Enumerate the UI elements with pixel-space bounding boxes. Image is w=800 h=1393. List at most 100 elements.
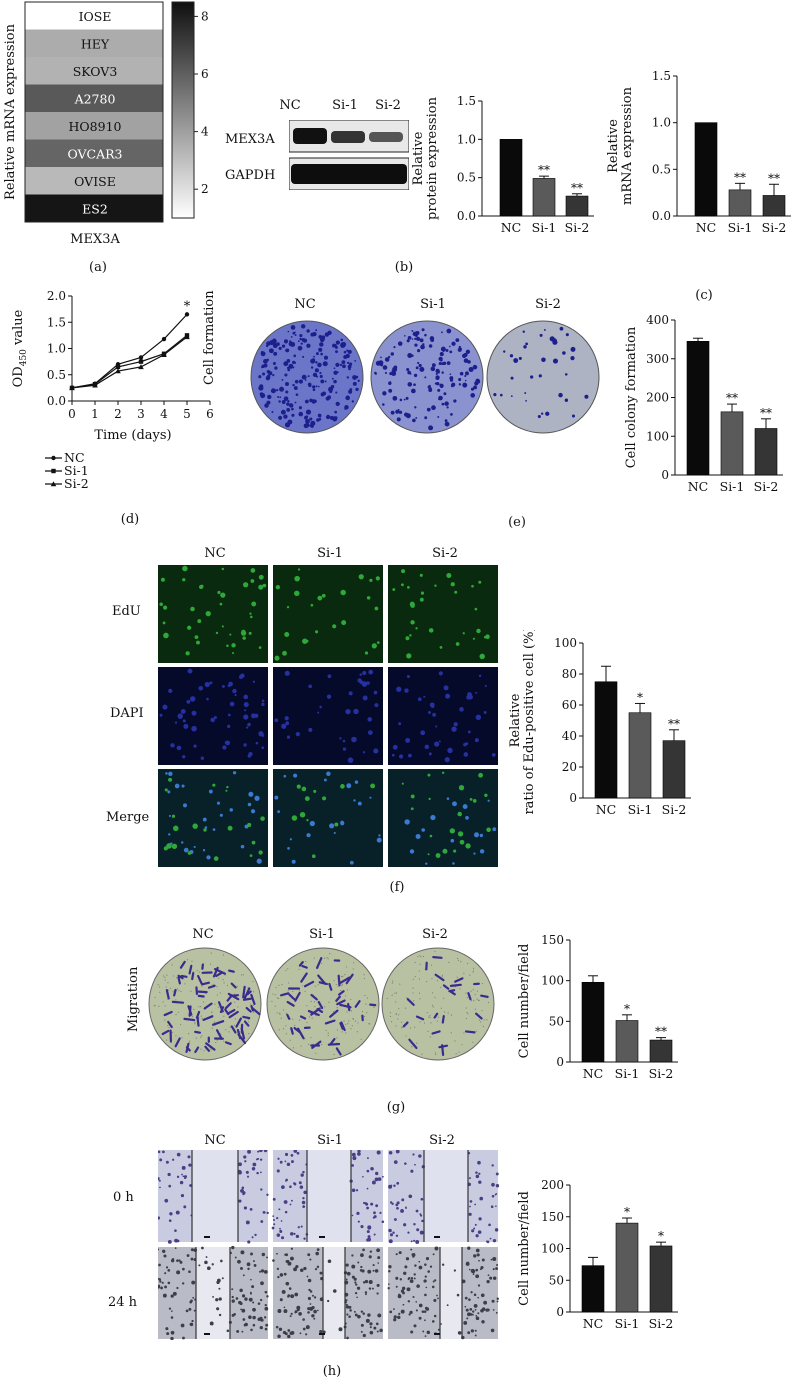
colony	[460, 347, 462, 350]
colony	[288, 363, 294, 369]
cell	[281, 1289, 286, 1294]
cell-nucleus	[406, 653, 412, 659]
row-label-cell-formation: Cell formation	[202, 290, 217, 385]
culture-plate-2	[486, 320, 600, 434]
migrated-cell	[324, 1019, 336, 1025]
cell	[264, 1306, 269, 1311]
colony	[525, 399, 527, 402]
cell-nucleus	[341, 620, 347, 626]
cell	[260, 1318, 264, 1322]
cell-nucleus	[248, 791, 254, 797]
cell-nucleus	[213, 856, 219, 861]
cell	[284, 1253, 287, 1256]
heatmap-row-label: HO8910	[69, 119, 122, 134]
cell	[360, 1225, 364, 1229]
cell-nucleus	[319, 705, 322, 709]
membrane-pore	[162, 1001, 164, 1003]
membrane-pore	[363, 1015, 366, 1018]
colony	[310, 358, 316, 364]
colony	[438, 395, 443, 401]
membrane-pore	[276, 997, 278, 999]
cell-nucleus	[202, 849, 206, 852]
membrane-pore	[470, 1000, 473, 1002]
cell-nucleus	[417, 697, 422, 702]
cell	[362, 1333, 366, 1338]
cell-nucleus	[304, 796, 310, 802]
membrane-pore	[234, 1018, 236, 1020]
cell-nucleus	[376, 837, 382, 843]
y-tick-label: 100	[646, 429, 669, 443]
cell	[241, 1308, 246, 1313]
heatmap-row-label: HEY	[81, 37, 110, 52]
membrane-pore	[308, 1016, 311, 1018]
membrane-pore	[178, 989, 180, 992]
membrane-pore	[347, 1023, 349, 1025]
cell	[243, 1323, 247, 1327]
cell	[277, 1157, 280, 1160]
cell-nucleus	[226, 644, 229, 647]
colony	[530, 375, 534, 379]
membrane-pore	[242, 974, 244, 976]
panel-label-h: (h)	[322, 1364, 342, 1379]
cell	[357, 1150, 361, 1153]
cell	[159, 1158, 163, 1162]
cell	[402, 1303, 405, 1306]
cell	[366, 1187, 369, 1190]
culture-plate-1	[370, 320, 484, 434]
cell	[377, 1262, 379, 1264]
cell-nucleus	[170, 743, 175, 748]
colony	[441, 331, 443, 334]
colony	[438, 356, 443, 362]
migrated-cell	[467, 992, 472, 1001]
significance-marker: *	[658, 1229, 664, 1243]
colony	[441, 402, 445, 406]
cell	[188, 1270, 191, 1274]
membrane-pore	[164, 1005, 166, 1007]
cell	[352, 1156, 357, 1161]
cell	[313, 1309, 317, 1314]
cell	[463, 1321, 468, 1325]
x-tick-label: Si-1	[728, 220, 753, 235]
cell	[283, 1306, 286, 1309]
colony	[459, 371, 464, 376]
cell	[258, 1270, 262, 1273]
cell-nucleus	[367, 730, 373, 735]
cell	[381, 1175, 384, 1178]
migrated-cell	[448, 989, 456, 993]
y-tick-label: 0.5	[457, 171, 476, 185]
cell	[362, 1175, 364, 1178]
cell	[418, 1303, 423, 1308]
colony	[264, 403, 269, 408]
membrane-pore	[327, 1034, 329, 1037]
cell	[475, 1234, 479, 1238]
membrane-pore	[170, 987, 172, 989]
colony	[412, 418, 416, 423]
cell-nucleus	[445, 693, 451, 699]
cell-nucleus	[345, 708, 351, 715]
cell	[489, 1237, 492, 1240]
cell-nucleus	[491, 752, 496, 757]
cell	[374, 1177, 379, 1182]
y-axis-label: protein expression	[425, 96, 440, 220]
colony	[416, 336, 421, 341]
cell	[424, 1319, 426, 1322]
membrane-pore	[428, 1016, 430, 1018]
cell	[395, 1150, 400, 1154]
cell	[231, 1295, 234, 1299]
colony	[399, 398, 403, 402]
cell	[172, 1291, 177, 1296]
cell	[393, 1160, 398, 1164]
cell-nucleus	[291, 859, 296, 864]
membrane-pore	[216, 986, 218, 988]
colony	[538, 374, 542, 378]
cell-nucleus	[220, 592, 226, 598]
cell	[467, 1246, 471, 1250]
cell	[252, 1301, 255, 1304]
cell	[393, 1184, 396, 1187]
cell	[290, 1312, 293, 1315]
membrane-pore	[341, 983, 343, 985]
data-point	[138, 359, 144, 364]
membrane-pore	[481, 1009, 483, 1012]
cell	[372, 1216, 375, 1219]
cell	[291, 1199, 293, 1202]
